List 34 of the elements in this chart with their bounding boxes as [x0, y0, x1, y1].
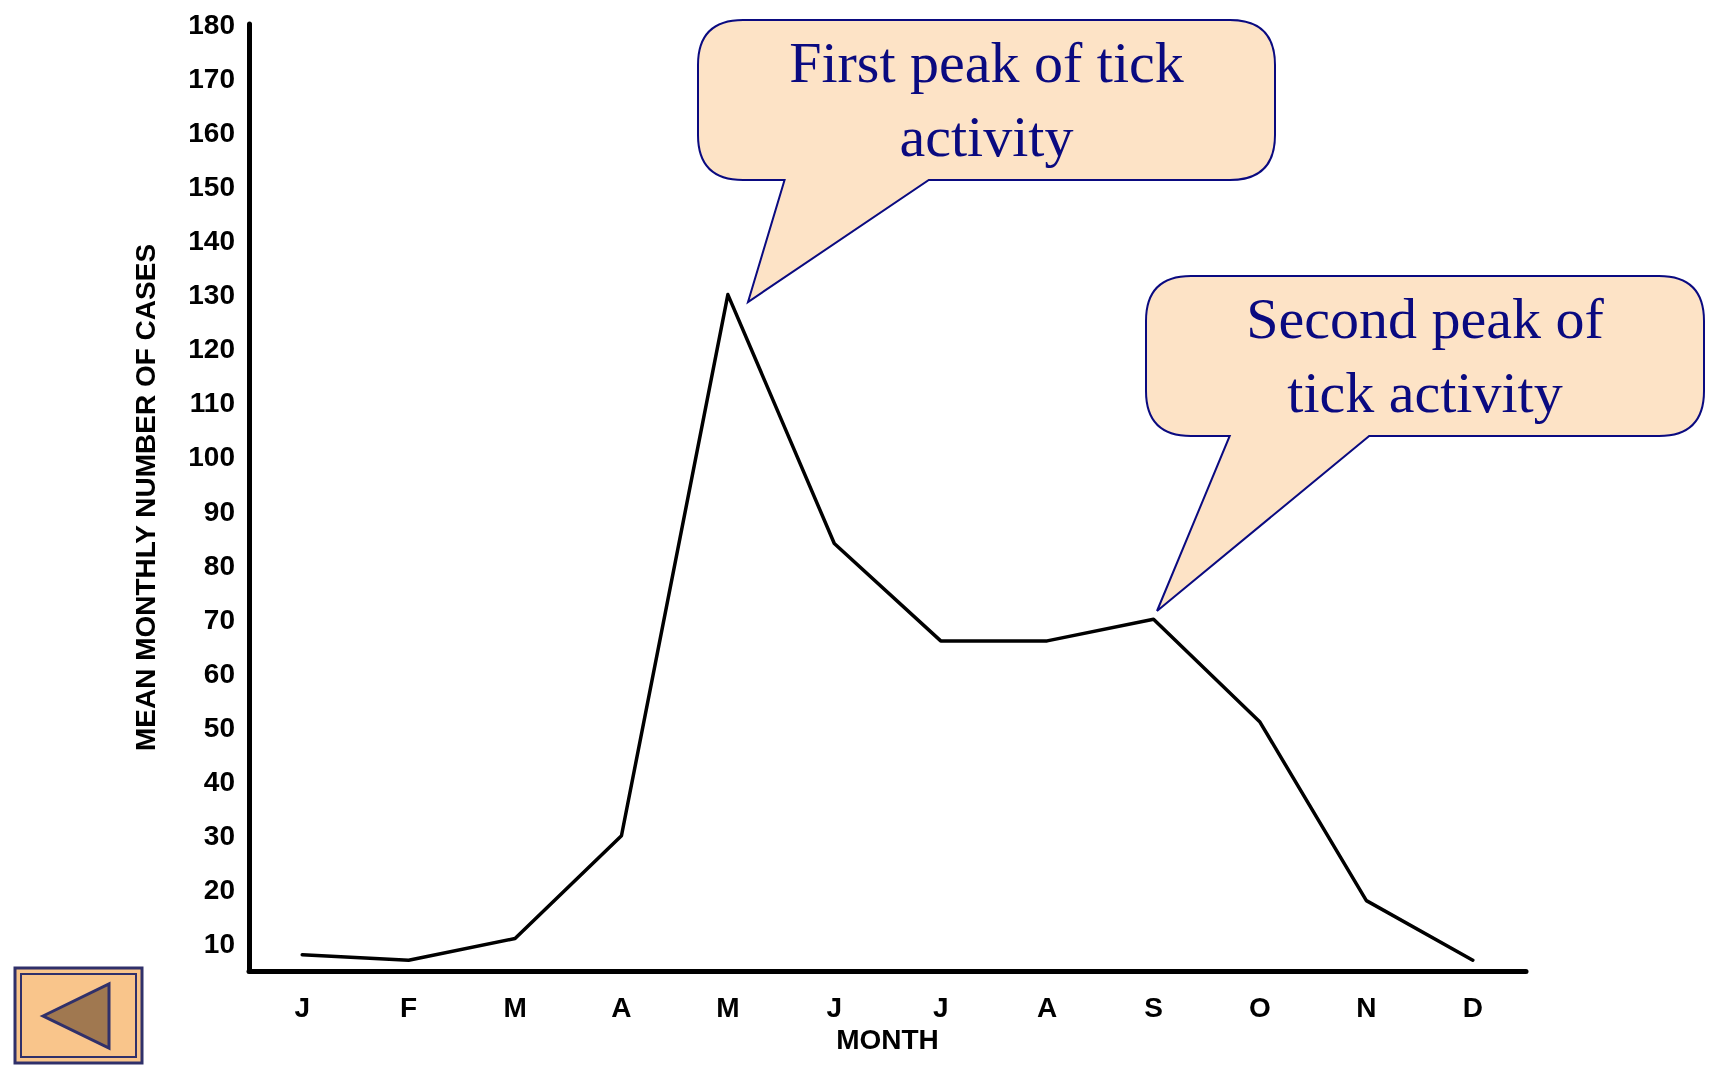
y-tick-label: 70 [203, 603, 235, 635]
x-tick-label: S [1144, 991, 1163, 1023]
x-tick-label: J [826, 991, 843, 1023]
y-tick-label: 20 [203, 874, 235, 906]
y-tick-label: 120 [188, 333, 235, 365]
y-tick-label: 30 [203, 820, 235, 852]
x-axis-title: MONTH [836, 1024, 939, 1056]
y-tick-label: 110 [189, 387, 235, 419]
x-tick-label: A [1037, 991, 1058, 1023]
y-tick-label: 10 [203, 928, 235, 960]
y-tick-label: 180 [188, 8, 235, 40]
annotation: Second peak of tick activity [1245, 285, 1605, 427]
y-tick-label: 130 [188, 279, 235, 311]
y-tick-label: 60 [203, 657, 235, 689]
y-tick-label: 170 [188, 62, 235, 94]
x-tick-label: M [503, 991, 527, 1023]
x-tick-label: J [932, 991, 949, 1023]
x-tick-label: O [1249, 991, 1271, 1023]
y-axis-title: MEAN MONTHLY NUMBER OF CASES [129, 243, 161, 752]
x-tick-label: M [716, 991, 740, 1023]
y-tick-label: 160 [188, 116, 235, 148]
y-tick-label: 40 [203, 766, 235, 798]
y-tick-label: 90 [203, 495, 235, 527]
y-tick-label: 80 [203, 549, 235, 581]
y-tick-label: 100 [188, 441, 235, 473]
annotation: First peak of tick activity [788, 29, 1185, 171]
y-tick-label: 150 [188, 170, 235, 202]
y-tick-label: 140 [188, 224, 235, 256]
x-tick-label: D [1462, 991, 1483, 1023]
y-tick-label: 50 [203, 711, 235, 743]
x-tick-label: N [1356, 991, 1377, 1023]
x-tick-label: F [400, 991, 418, 1023]
x-tick-label: J [294, 991, 310, 1023]
x-tick-label: A [611, 991, 632, 1023]
